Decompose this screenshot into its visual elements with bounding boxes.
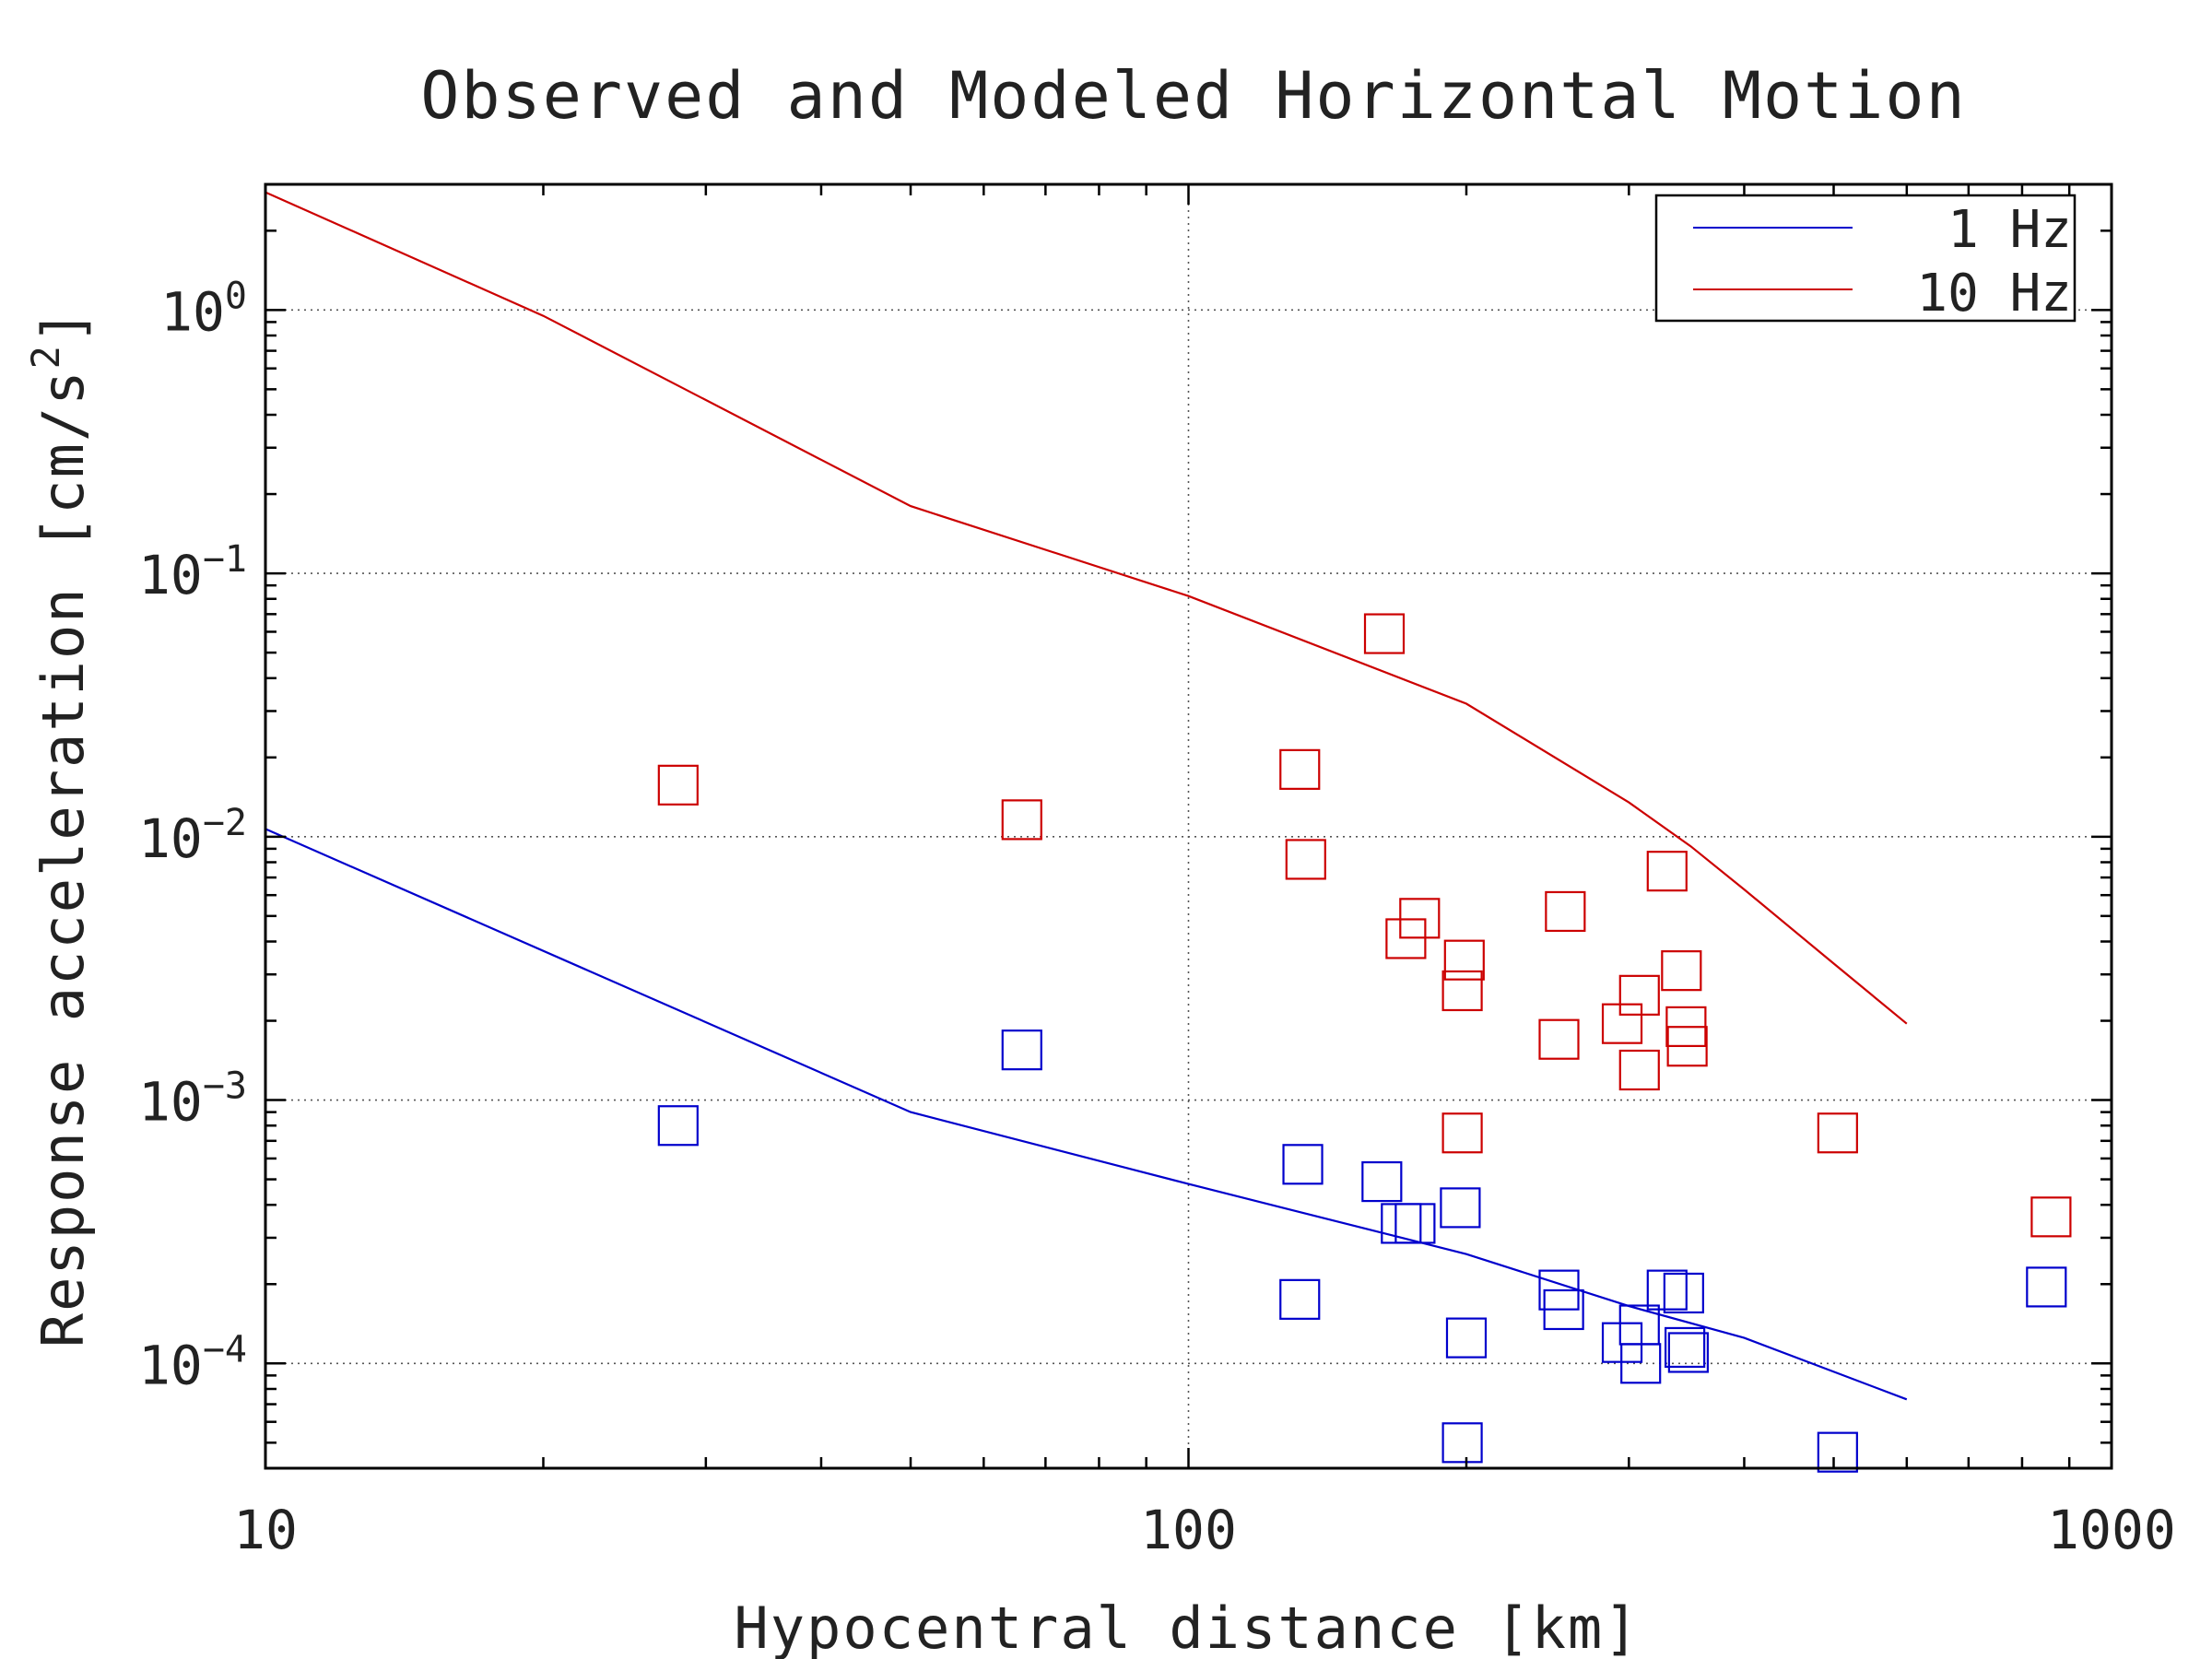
y-tick-label-1: 10−1 <box>138 538 247 606</box>
observed-point-10hz-1 <box>1001 799 1042 841</box>
observed-point-10hz-11 <box>1545 890 1586 933</box>
observed-point-1hz-19 <box>1817 1431 1858 1473</box>
legend: 1 Hz 10 Hz <box>1654 194 2077 324</box>
observed-point-10hz-12 <box>1601 1003 1643 1044</box>
observed-point-10hz-6 <box>1399 898 1441 939</box>
y-tick-label-0: 100 <box>160 275 247 343</box>
observed-point-1hz-17 <box>1665 1326 1706 1369</box>
observed-point-1hz-4 <box>1361 1160 1403 1203</box>
y-tick-base: 10 <box>138 1071 203 1134</box>
x-tick-label-1: 100 <box>1140 1499 1237 1561</box>
y-tick-exponent: −4 <box>203 1328 247 1371</box>
observed-point-10hz-7 <box>1441 970 1483 1012</box>
observed-point-10hz-16 <box>1661 950 1702 992</box>
y-tick-exponent: −1 <box>203 538 247 581</box>
observed-point-10hz-20 <box>2030 1196 2072 1238</box>
observed-point-10hz-9 <box>1441 1112 1483 1154</box>
y-axis-label-main: Response acceleration [cm/s <box>29 369 97 1347</box>
observed-point-1hz-16 <box>1663 1272 1704 1314</box>
observed-point-10hz-4 <box>1363 613 1406 654</box>
x-tick-labels: 10 100 1000 <box>233 1499 2176 1561</box>
observed-point-1hz-18 <box>1667 1332 1709 1373</box>
legend-label-1hz: 1 Hz <box>1947 200 2072 260</box>
x-tick-label-0: 10 <box>233 1499 298 1561</box>
observed-point-1hz-2 <box>1282 1144 1324 1185</box>
legend-label-10hz: 10 Hz <box>1916 264 2072 324</box>
observed-point-10hz-13 <box>1618 974 1660 1016</box>
observed-point-10hz-15 <box>1646 851 1688 892</box>
observed-point-10hz-0 <box>657 764 699 806</box>
observed-point-1hz-1 <box>1001 1030 1042 1071</box>
y-tick-label-2: 10−2 <box>138 802 247 870</box>
observed-point-10hz-3 <box>1285 839 1326 880</box>
observed-point-10hz-10 <box>1538 1018 1580 1060</box>
y-tick-exponent: 0 <box>225 275 247 317</box>
observed-point-1hz-6 <box>1394 1203 1436 1244</box>
observed-point-1hz-3 <box>1279 1278 1321 1320</box>
model-line-10hz <box>265 191 1908 1025</box>
observed-point-1hz-11 <box>1543 1288 1584 1331</box>
observed-point-1hz-7 <box>1440 1187 1481 1229</box>
y-axis-label-close: ] <box>29 308 97 344</box>
y-tick-base: 10 <box>138 1334 203 1396</box>
observed-point-1hz-14 <box>1620 1343 1662 1384</box>
observed-point-1hz-20 <box>2026 1266 2067 1308</box>
y-axis-label-superscript: 2 <box>23 344 68 369</box>
observed-point-10hz-19 <box>1817 1112 1858 1154</box>
observed-point-1hz-13 <box>1618 1304 1660 1346</box>
chart-title: Observed and Modeled Horizontal Motion <box>420 58 1966 134</box>
y-tick-label-4: 10−4 <box>138 1328 247 1396</box>
observed-point-10hz-8 <box>1443 939 1485 981</box>
y-tick-base: 10 <box>138 544 203 606</box>
observed-point-10hz-5 <box>1385 918 1427 959</box>
legend-box <box>1654 194 2077 323</box>
y-tick-base: 10 <box>138 807 203 870</box>
plot-series <box>265 191 2072 1473</box>
y-tick-exponent: −3 <box>203 1065 247 1108</box>
grid-lines <box>265 184 2112 1468</box>
observed-point-1hz-15 <box>1646 1269 1688 1311</box>
observed-point-10hz-2 <box>1279 748 1321 790</box>
model-line-1hz <box>265 828 1908 1401</box>
observed-point-10hz-18 <box>1666 1026 1708 1067</box>
y-axis-label: Response acceleration [cm/s2] <box>23 308 97 1347</box>
x-tick-label-2: 1000 <box>2047 1499 2176 1561</box>
observed-point-10hz-14 <box>1618 1049 1660 1091</box>
observed-point-1hz-0 <box>657 1105 699 1147</box>
y-tick-exponent: −2 <box>203 802 247 844</box>
y-tick-label-3: 10−3 <box>138 1065 247 1134</box>
plot-frame <box>264 182 2113 1470</box>
y-tick-base: 10 <box>160 280 225 343</box>
observed-point-1hz-9 <box>1445 1317 1488 1359</box>
observed-point-1hz-8 <box>1441 1422 1483 1464</box>
x-axis-label: Hypocentral distance [km] <box>734 1594 1640 1659</box>
